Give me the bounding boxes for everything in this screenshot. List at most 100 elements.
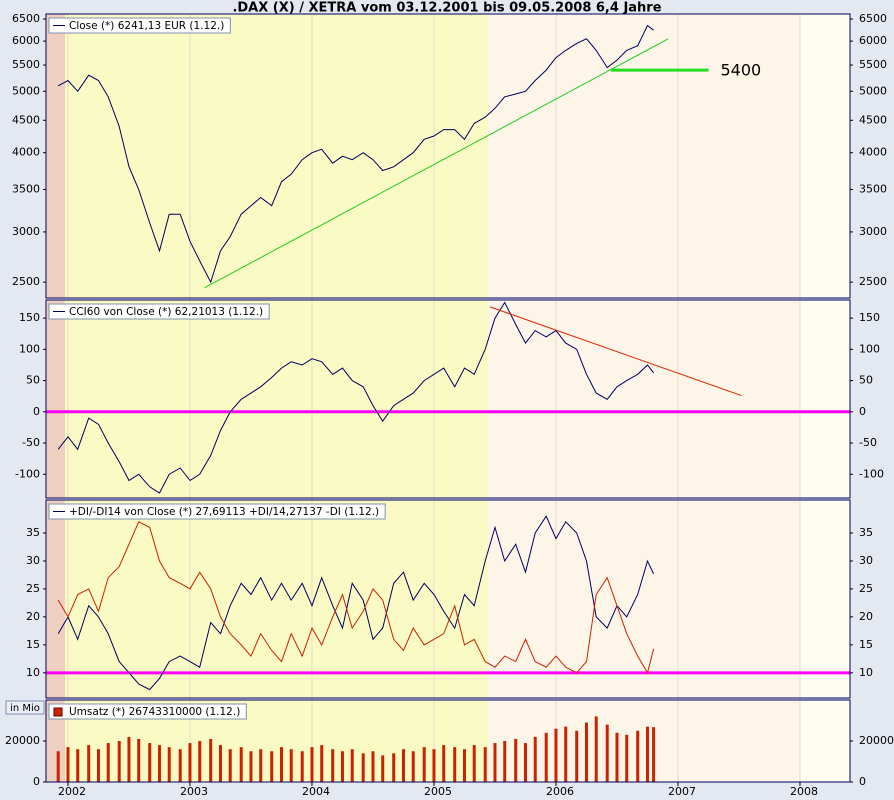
bar	[493, 743, 497, 782]
bar	[218, 745, 222, 782]
chart-title: .DAX (X) / XETRA vom 03.12.2001 bis 09.0…	[232, 1, 661, 16]
y-tick-label: -50	[22, 436, 40, 449]
bar	[564, 726, 568, 782]
trend-line	[204, 38, 669, 289]
series-line	[57, 24, 654, 284]
legend: +DI/-DI14 von Close (*) 27,69113 +DI/14,…	[48, 503, 386, 520]
bar	[523, 743, 527, 782]
bar	[401, 749, 405, 782]
bar	[503, 741, 507, 782]
legend-text: +DI/-DI14 von Close (*) 27,69113 +DI/14,…	[69, 506, 379, 518]
background-zone	[800, 300, 850, 498]
bar	[279, 747, 283, 782]
legend-swatch	[53, 707, 63, 717]
bar	[270, 751, 274, 782]
background-zone	[800, 14, 850, 298]
y-tick-label: 4500	[859, 113, 887, 126]
y-tick-label: 5500	[12, 58, 40, 71]
legend-box	[48, 17, 231, 34]
bar	[645, 726, 649, 782]
y-tick-label: 6500	[12, 12, 40, 25]
bar	[228, 749, 232, 782]
y-tick-label: 4000	[12, 146, 40, 159]
y-tick-label: 3500	[12, 182, 40, 195]
bar	[117, 741, 121, 782]
background-zone	[46, 300, 65, 498]
bar	[300, 751, 304, 782]
series-line	[57, 521, 655, 675]
y-tick-label: 30	[859, 554, 873, 567]
bar	[371, 751, 375, 782]
bar	[422, 747, 426, 782]
background-zone	[800, 700, 850, 782]
bar	[340, 751, 344, 782]
bar	[442, 745, 446, 782]
bar	[56, 751, 60, 782]
y-tick-label: 20	[859, 610, 873, 623]
bar	[289, 749, 293, 782]
legend-text: Umsatz (*) 26743310000 (1.12.)	[69, 706, 240, 718]
y-tick-label: 20	[26, 610, 40, 623]
bar	[198, 741, 202, 782]
y-tick-label: 30	[26, 554, 40, 567]
annotation-label: 5400	[720, 61, 761, 80]
bar	[331, 749, 335, 782]
series-line	[57, 515, 655, 691]
y-tick-label: 15	[26, 638, 40, 651]
bar	[188, 743, 192, 782]
bar	[533, 736, 537, 782]
bar	[411, 751, 415, 782]
bar	[636, 730, 640, 782]
y-tick-label: 3500	[859, 182, 887, 195]
panel-frame	[45, 13, 851, 299]
bar	[76, 749, 80, 782]
y-tick-label: 50	[26, 374, 40, 387]
background-zone	[488, 500, 800, 698]
bar	[615, 732, 619, 782]
legend-box	[48, 703, 247, 720]
bar	[96, 749, 100, 782]
bar	[472, 745, 476, 782]
y-tick-label: 6000	[859, 34, 887, 47]
bar	[259, 749, 263, 782]
background-zone	[46, 500, 65, 698]
y-tick-label: 150	[19, 311, 40, 324]
y-tick-label: 50	[859, 374, 873, 387]
panel-frame	[45, 299, 851, 499]
legend-text: CCI60 von Close (*) 62,21013 (1.12.)	[69, 306, 263, 318]
bar	[239, 747, 243, 782]
y-tick-label: 5500	[859, 58, 887, 71]
y-tick-label: 35	[859, 526, 873, 539]
bar	[320, 745, 324, 782]
bar	[148, 743, 152, 782]
background-zone	[46, 14, 65, 298]
unit-box	[5, 700, 45, 715]
bar	[87, 745, 91, 782]
series-line	[57, 301, 654, 494]
x-tick-label: 2004	[302, 785, 330, 798]
y-tick-label: 10	[859, 666, 873, 679]
x-tick-label: 2006	[546, 785, 574, 798]
legend: Close (*) 6241,13 EUR (1.12.)	[48, 17, 231, 34]
bar	[652, 727, 656, 782]
y-tick-label: 5000	[12, 84, 40, 97]
y-tick-label: 0	[859, 775, 866, 788]
bar	[605, 724, 609, 782]
bar	[453, 747, 457, 782]
background-zone	[65, 14, 488, 298]
background-zone	[65, 500, 488, 698]
y-tick-label: 5000	[859, 84, 887, 97]
y-tick-label: 100	[859, 342, 880, 355]
y-tick-label: -100	[859, 467, 884, 480]
y-tick-label: 10	[26, 666, 40, 679]
bar	[167, 747, 171, 782]
bar	[106, 743, 110, 782]
bar	[157, 745, 161, 782]
y-tick-label: 20000	[5, 734, 40, 747]
bar	[178, 749, 182, 782]
background-zone	[65, 300, 488, 498]
bar	[361, 753, 365, 782]
x-tick-label: 2003	[180, 785, 208, 798]
